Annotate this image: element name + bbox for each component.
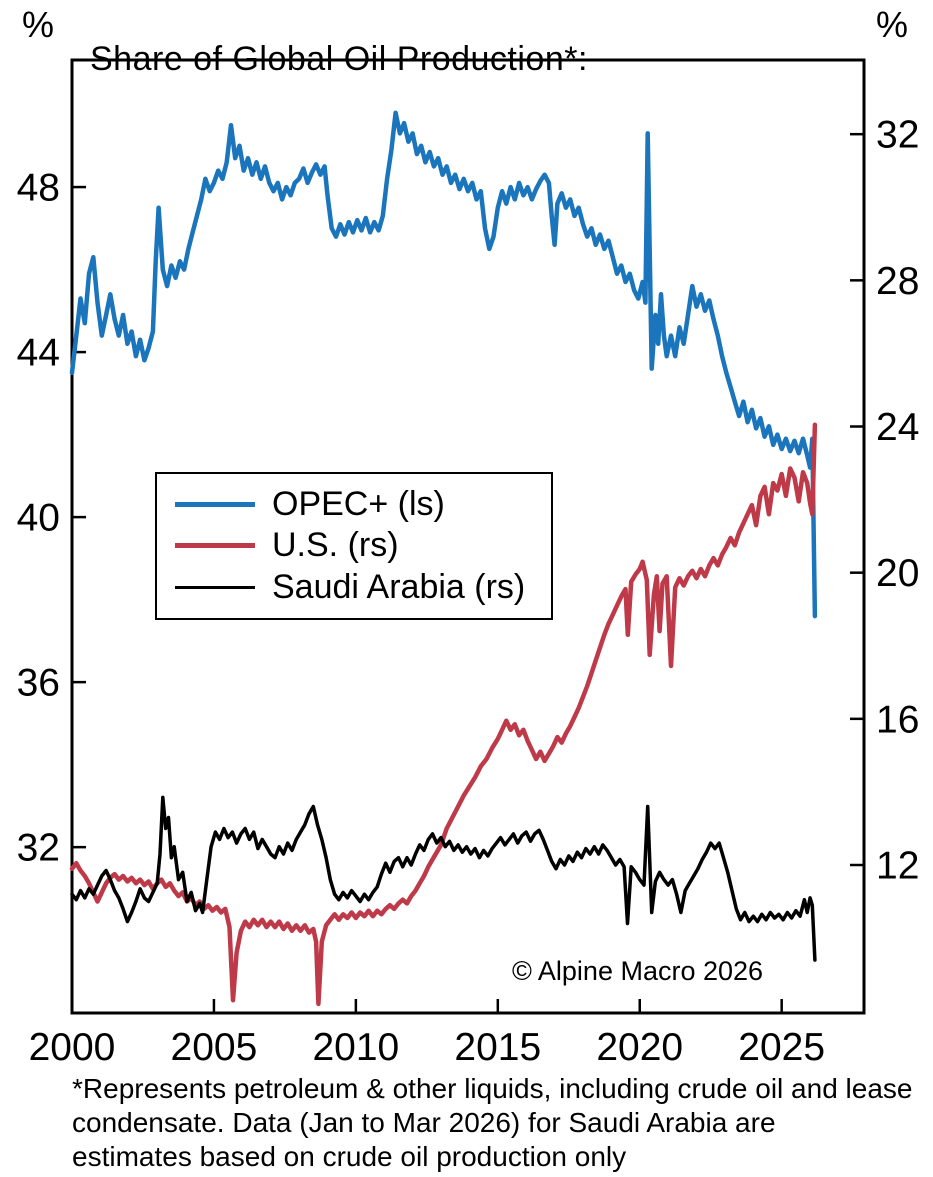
opec-plus-line xyxy=(69,110,818,619)
chart-title: Share of Global Oil Production*: xyxy=(90,40,588,78)
legend-label-saudi: Saudi Arabia (rs) xyxy=(272,567,526,606)
left-axis-tick-label: 40 xyxy=(17,497,60,540)
footnote-line-3: estimates based on crude oil production … xyxy=(72,1141,627,1172)
right-axis-tick-label: 12 xyxy=(876,845,919,888)
left-axis-tick-label: 32 xyxy=(17,827,60,870)
right-axis-tick-label: 28 xyxy=(876,260,919,303)
footnote-line-1: *Represents petroleum & other liquids, i… xyxy=(72,1073,913,1104)
x-axis-tick-label: 2015 xyxy=(454,1026,541,1069)
right-axis-unit-label: % xyxy=(876,4,909,45)
legend-item-saudi: Saudi Arabia (rs) xyxy=(175,568,551,607)
us-line-swatch xyxy=(175,543,255,549)
x-axis-tick-label: 2000 xyxy=(29,1026,116,1069)
saudi-arabia-line xyxy=(70,795,817,962)
saudi-line-swatch xyxy=(175,585,255,589)
legend-item-opec: OPEC+ (ls) xyxy=(175,485,551,524)
legend-item-us: U.S. (rs) xyxy=(175,526,551,565)
legend: OPEC+ (ls) U.S. (rs) Saudi Arabia (rs) xyxy=(155,472,553,620)
left-axis-unit-label: % xyxy=(22,4,55,45)
footnote: *Represents petroleum & other liquids, i… xyxy=(72,1072,913,1174)
x-axis-tick-label: 2025 xyxy=(738,1026,825,1069)
x-axis-tick-label: 2020 xyxy=(596,1026,683,1069)
opec-line-swatch xyxy=(175,502,255,508)
us-line xyxy=(69,422,818,1007)
watermark: © Alpine Macro 2026 xyxy=(512,956,764,986)
right-axis-tick-label: 32 xyxy=(876,114,919,157)
right-axis-tick-label: 20 xyxy=(876,552,919,595)
plot-frame xyxy=(70,58,866,1015)
left-axis-tick-label: 48 xyxy=(17,167,60,210)
x-axis-tick-label: 2005 xyxy=(171,1026,258,1069)
footnote-line-2: condensate. Data (Jan to Mar 2026) for S… xyxy=(72,1107,776,1138)
x-axis-tick-label: 2010 xyxy=(312,1026,399,1069)
left-axis-tick-label: 44 xyxy=(17,332,60,375)
left-axis-tick-label: 36 xyxy=(17,662,60,705)
right-axis-tick-label: 24 xyxy=(876,406,919,449)
legend-label-opec: OPEC+ (ls) xyxy=(272,485,445,524)
legend-label-us: U.S. (rs) xyxy=(272,526,399,565)
right-axis-tick-label: 16 xyxy=(876,698,919,741)
